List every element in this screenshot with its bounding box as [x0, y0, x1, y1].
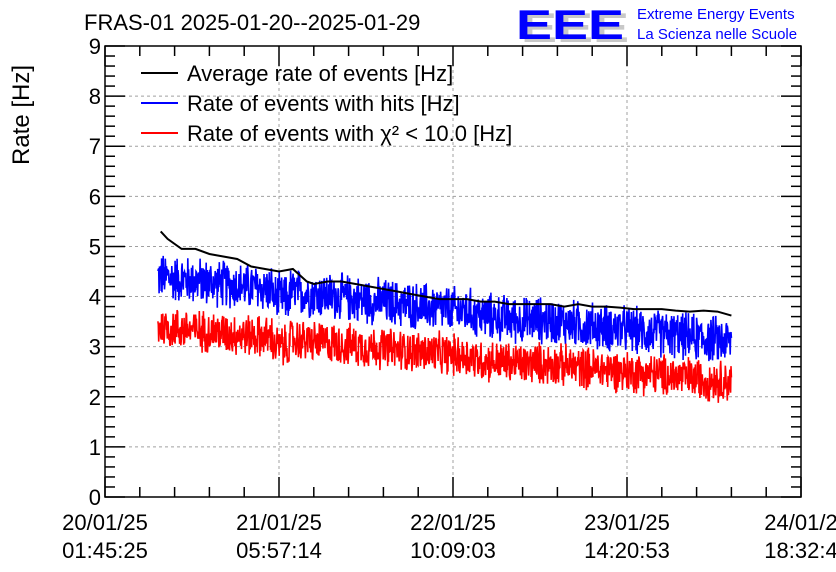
y-tick-labels: 0 1 2 3 4 5 6 7 8 9: [89, 34, 101, 510]
x-tick-label-date: 21/01/25: [236, 510, 322, 535]
series-average-line: [159, 230, 732, 317]
legend-label: Rate of events with χ² < 10.0 [Hz]: [187, 121, 512, 146]
y-tick-label: 1: [89, 435, 101, 460]
axes: [104, 45, 802, 498]
y-axis-label: Rate [Hz]: [8, 65, 35, 165]
y-tick-label: 5: [89, 234, 101, 259]
logo-mark: EEE: [516, 1, 624, 48]
series-chi2-line: [157, 309, 733, 403]
y-tick-label: 7: [89, 134, 101, 159]
y-tick-label: 9: [89, 34, 101, 59]
legend-label: Rate of events with hits [Hz]: [187, 91, 460, 116]
legend: Average rate of events [Hz] Rate of event…: [141, 61, 512, 146]
series-layer: [157, 230, 733, 403]
y-tick-label: 0: [89, 485, 101, 510]
logo-line2: La Scienza nelle Scuole: [637, 26, 797, 43]
y-tick-label: 4: [89, 285, 101, 310]
y-tick-label: 8: [89, 84, 101, 109]
legend-label: Average rate of events [Hz]: [187, 61, 453, 86]
x-tick-label-time: 18:32:4: [764, 538, 836, 563]
x-tick-label-date: 24/01/2: [764, 510, 836, 535]
x-tick-label-time: 10:09:03: [410, 538, 496, 563]
chart-title: FRAS-01 2025-01-20--2025-01-29: [84, 10, 420, 35]
eee-logo: EEE EEE Extreme Energy Events La Scienza…: [516, 1, 797, 51]
x-tick-label-date: 23/01/25: [584, 510, 670, 535]
x-tick-labels: 20/01/25 01:45:25 21/01/25 05:57:14 22/01/25…: [62, 510, 836, 563]
y-tick-label: 3: [89, 335, 101, 360]
logo-mark-shadow: EEE: [521, 4, 629, 51]
x-tick-label-time: 01:45:25: [62, 538, 148, 563]
y-tick-label: 6: [89, 184, 101, 209]
x-tick-label-date: 20/01/25: [62, 510, 148, 535]
x-tick-label-time: 05:57:14: [236, 538, 322, 563]
logo-line1: Extreme Energy Events: [637, 6, 795, 23]
y-tick-label: 2: [89, 385, 101, 410]
x-tick-label-date: 22/01/25: [410, 510, 496, 535]
x-tick-label-time: 14:20:53: [584, 538, 670, 563]
